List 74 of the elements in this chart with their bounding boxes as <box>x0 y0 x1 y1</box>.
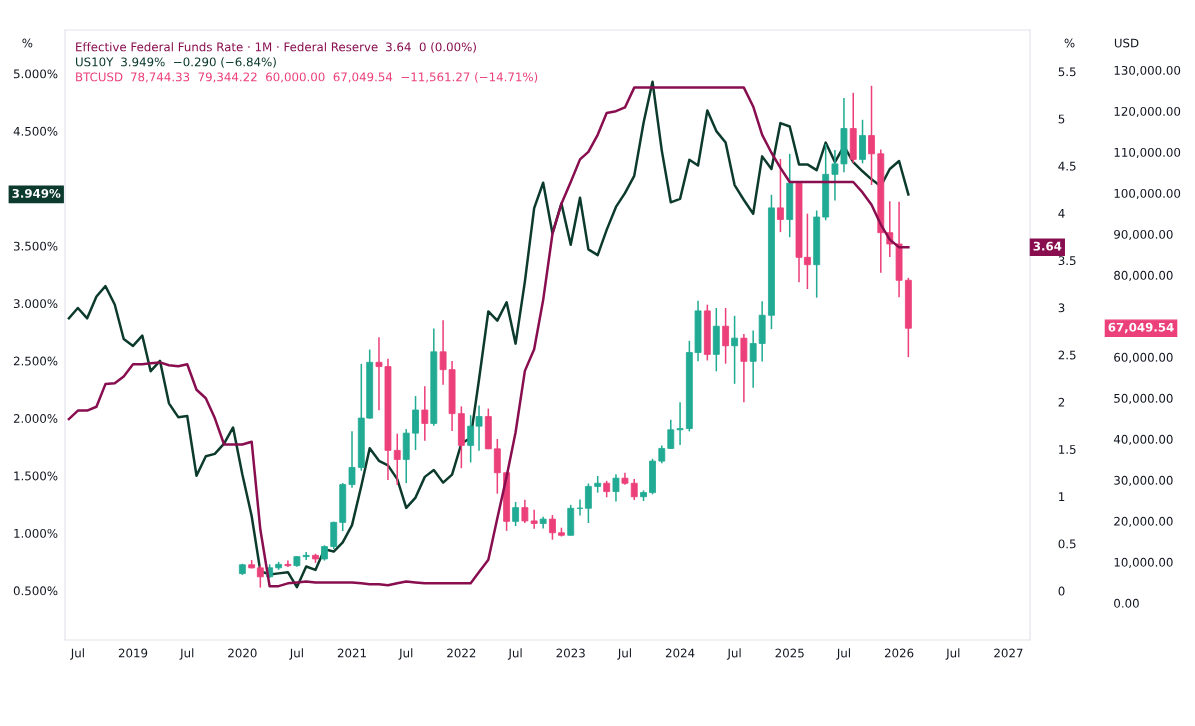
y2-tick-label: 1 <box>1059 492 1065 501</box>
y3-tick-label: 30,000.00 <box>1114 475 1173 486</box>
y-tick-label: 5.000% <box>13 69 58 79</box>
x-tick-label: 2025 <box>775 648 804 658</box>
y3-tick-label: 40,000.00 <box>1113 434 1173 445</box>
y2-tick-label: 0 <box>1058 586 1065 596</box>
text: Effective Federal Funds Rate · 1M · Federal Reserve <box>76 42 378 52</box>
y3-tick-label: 130,000.00 <box>1114 65 1181 77</box>
y-tick-label: 1.500% <box>14 471 58 481</box>
x-tick-label: 2019 <box>118 648 148 658</box>
x-tick-label: 2022 <box>447 648 476 658</box>
x-tick-label: 2020 <box>228 648 257 658</box>
candlestick <box>412 395 419 451</box>
text: 67,049.54 <box>1108 322 1174 334</box>
x-tick-label: Jul <box>617 648 631 660</box>
candlestick <box>549 514 556 541</box>
x-tick-label: 2021 <box>337 648 366 658</box>
y-tick-label: 0.500% <box>13 586 58 596</box>
x-tick-label: Jul <box>726 648 741 660</box>
y-axis-title: % <box>22 38 33 48</box>
y-tick-label: 2.500% <box>13 356 58 366</box>
y2-tick-label: 5.5 <box>1058 67 1076 77</box>
x-tick-label: 2027 <box>994 648 1023 658</box>
y3-tick-label: 10,000.00 <box>1114 557 1173 568</box>
text: 3.949% <box>12 188 61 198</box>
y3-tick-label: 90,000.00 <box>1114 229 1173 241</box>
y2-tick-label: 0.5 <box>1058 539 1076 549</box>
x-tick-label: Jul <box>507 648 522 660</box>
y3-tick-label: 0.00 <box>1114 598 1139 608</box>
y3-tick-label: 20,000.00 <box>1114 516 1173 527</box>
y3-axis-title: USD <box>1114 38 1139 48</box>
text: US10Y <box>76 57 114 67</box>
candlestick <box>512 501 520 527</box>
y-tick-label: 3.500% <box>13 241 58 251</box>
x-tick-label: Jul <box>179 648 194 660</box>
y3-tick-label: 60,000.00 <box>1114 352 1173 363</box>
annotation: 3.949% −0.290 (−6.84%) <box>121 57 276 68</box>
y2-tick-label: 2 <box>1058 397 1065 407</box>
candlestick <box>256 564 264 589</box>
y2-tick-label: 4 <box>1058 209 1065 218</box>
x-tick-label: Jul <box>70 648 84 660</box>
y2-tick-label: 2.5 <box>1058 350 1076 360</box>
y-tick-label: 1.000% <box>14 528 58 538</box>
y2-tick-label: 1.5 <box>1059 445 1076 454</box>
candlestick <box>649 458 656 496</box>
y3-tick-label: 80,000.00 <box>1114 270 1173 282</box>
candlestick <box>777 158 784 233</box>
text: BTCUSD <box>76 72 123 82</box>
text: 3.64 <box>1033 241 1062 251</box>
y2-tick-label: 5 <box>1058 114 1065 124</box>
candlestick <box>521 498 529 524</box>
y2-axis-title: % <box>1064 38 1075 48</box>
x-tick-label: 2026 <box>884 648 914 658</box>
candlestick <box>676 401 684 446</box>
y3-tick-label: 100,000.00 <box>1114 188 1181 200</box>
annotation: 78,744.33 79,344.22 60,000.00 67,049.54 −11,561.27 (−14.71%) <box>131 72 538 83</box>
annotation: 3.64 0 (0.00%) <box>386 42 476 53</box>
x-tick-label: Jul <box>945 648 960 660</box>
x-tick-label: Jul <box>836 648 850 660</box>
y3-tick-label: 110,000.00 <box>1114 147 1181 159</box>
x-tick-label: Jul <box>289 648 303 660</box>
y-tick-label: 4.500% <box>13 126 58 136</box>
x-tick-label: 2023 <box>556 648 585 658</box>
y2-tick-label: 3.5 <box>1058 256 1076 266</box>
candlestick <box>293 555 301 568</box>
x-tick-label: Jul <box>398 648 413 660</box>
y3-tick-label: 120,000.00 <box>1114 106 1181 118</box>
candlestick <box>621 471 629 486</box>
x-tick-label: 2024 <box>665 648 695 658</box>
y-tick-label: 2.000% <box>13 414 58 423</box>
y3-tick-label: 50,000.00 <box>1114 393 1173 404</box>
y2-tick-label: 3 <box>1058 303 1065 313</box>
y-tick-label: 3.000% <box>13 299 58 309</box>
y2-tick-label: 4.5 <box>1058 161 1076 171</box>
